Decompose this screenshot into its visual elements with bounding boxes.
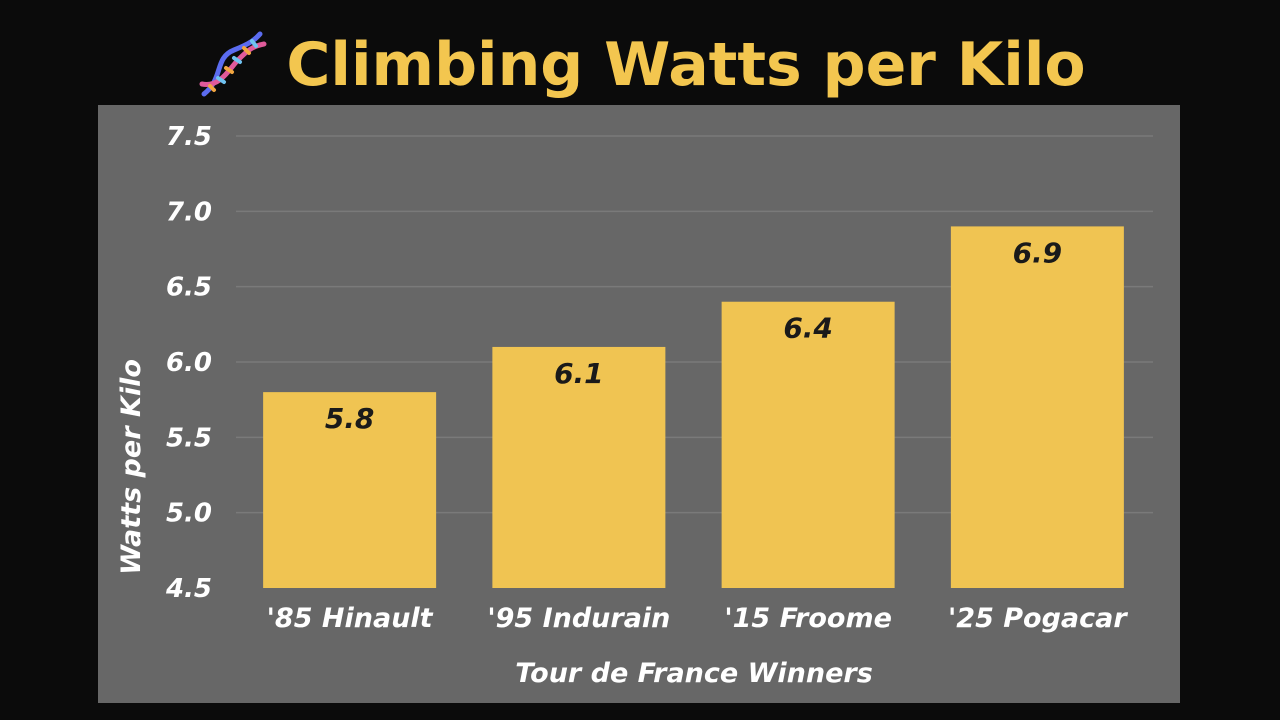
bar-chart: 4.5 5.0 5.5 6.0 6.5 7.0 7.5 5.8 6.1 6.4 6.9 '85 H… bbox=[116, 122, 1153, 689]
bar-value-label: 6.9 bbox=[1013, 236, 1063, 269]
bar bbox=[263, 392, 437, 588]
dna-icon bbox=[199, 31, 267, 97]
y-axis-ticks: 4.5 5.0 5.5 6.0 6.5 7.0 7.5 bbox=[165, 122, 212, 604]
title-row: Climbing Watts per Kilo bbox=[0, 20, 1280, 110]
x-category-label: '25 Pogacar bbox=[948, 603, 1128, 634]
x-axis-categories: '85 Hinault '95 Indurain '15 Froome '25 Pog… bbox=[267, 603, 1129, 634]
y-tick-label: 6.0 bbox=[166, 348, 212, 378]
y-tick-label: 7.0 bbox=[166, 197, 212, 227]
data-labels: 5.8 6.1 6.4 6.9 bbox=[325, 236, 1062, 435]
chart-panel: 4.5 5.0 5.5 6.0 6.5 7.0 7.5 5.8 6.1 6.4 6.9 '85 H… bbox=[98, 105, 1180, 703]
bar bbox=[950, 226, 1124, 588]
y-tick-label: 6.5 bbox=[166, 273, 212, 303]
bars bbox=[263, 226, 1124, 588]
y-tick-label: 5.5 bbox=[166, 423, 212, 453]
y-tick-label: 7.5 bbox=[166, 122, 212, 152]
y-tick-label: 5.0 bbox=[166, 499, 212, 529]
x-category-label: '85 Hinault bbox=[267, 603, 434, 634]
bar-value-label: 5.8 bbox=[325, 402, 375, 435]
bar-value-label: 6.1 bbox=[554, 357, 604, 390]
x-category-label: '15 Froome bbox=[724, 603, 892, 634]
x-axis-title: Tour de France Winners bbox=[515, 658, 873, 689]
bar bbox=[721, 301, 895, 588]
bar-value-label: 6.4 bbox=[783, 312, 833, 345]
chart-title: Climbing Watts per Kilo bbox=[286, 30, 1086, 100]
bar bbox=[492, 346, 666, 588]
y-axis-title: Watts per Kilo bbox=[116, 359, 147, 575]
x-category-label: '95 Indurain bbox=[487, 603, 670, 634]
y-tick-label: 4.5 bbox=[165, 574, 212, 604]
